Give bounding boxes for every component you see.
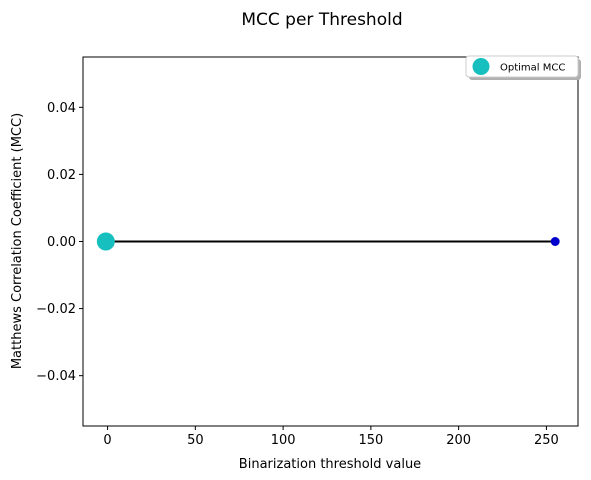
legend-label-optimal-mcc: Optimal MCC [500, 63, 565, 74]
x-tick-label: 50 [187, 433, 204, 448]
y-tick-label: 0.00 [47, 235, 76, 250]
y-tick-label: 0.04 [47, 101, 76, 116]
plot-area [83, 57, 578, 426]
optimal-mcc-marker [97, 233, 115, 251]
y-axis-label: Matthews Correlation Coefficient (MCC) [10, 113, 25, 369]
x-tick-label: 150 [358, 433, 383, 448]
x-tick-label: 200 [446, 433, 471, 448]
x-tick-label: 100 [271, 433, 296, 448]
legend-marker-optimal-mcc [473, 58, 490, 75]
y-tick-label: 0.02 [47, 168, 76, 183]
y-tick-label: −0.02 [36, 302, 76, 317]
legend: Optimal MCC [466, 56, 581, 80]
x-axis-label: Binarization threshold value [239, 457, 421, 472]
chart-title: MCC per Threshold [241, 10, 402, 30]
x-axis-ticks: 0 50 100 150 200 250 [103, 426, 558, 448]
x-tick-label: 0 [103, 433, 111, 448]
y-axis-ticks: −0.04 −0.02 0.00 0.02 0.04 [36, 101, 83, 384]
x-tick-label: 250 [534, 433, 559, 448]
endpoint-marker [551, 237, 560, 246]
y-tick-label: −0.04 [36, 369, 76, 384]
